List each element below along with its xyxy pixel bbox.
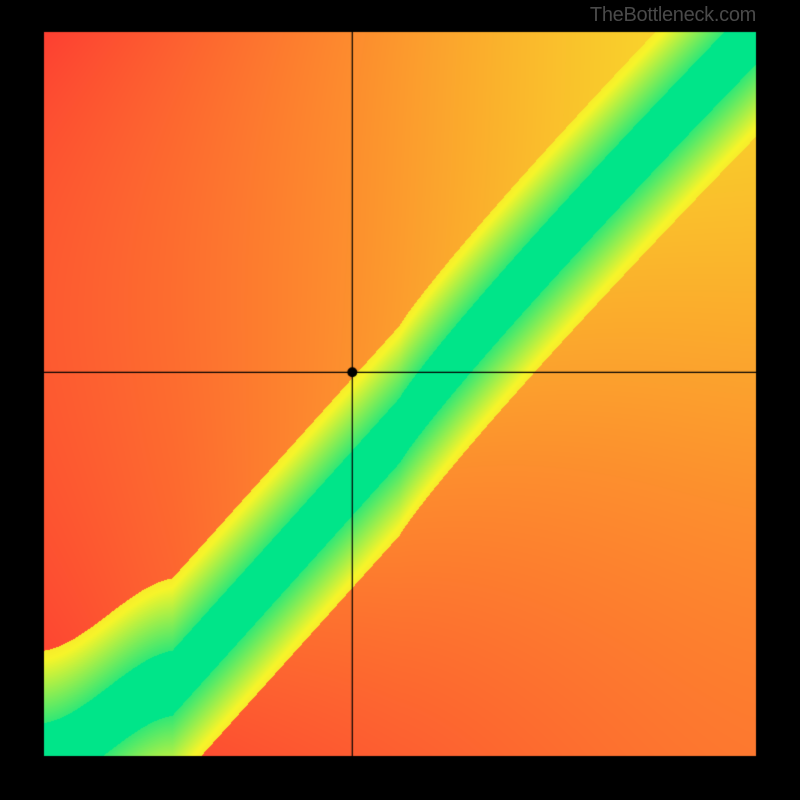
- chart-container: TheBottleneck.com: [0, 0, 800, 800]
- bottleneck-heatmap: [0, 0, 800, 800]
- attribution-text: TheBottleneck.com: [590, 4, 756, 27]
